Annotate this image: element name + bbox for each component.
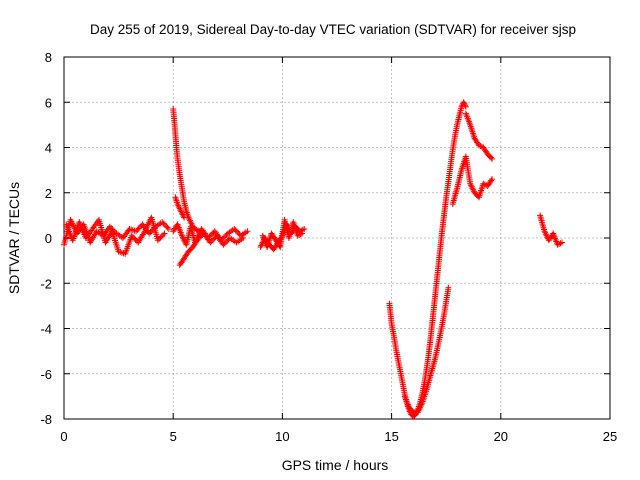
data-point: [240, 235, 247, 241]
data-point: [128, 232, 135, 239]
y-tick-label: 6: [45, 95, 52, 110]
data-point: [159, 219, 166, 226]
data-point-trail: [134, 226, 141, 233]
data-point: [165, 225, 172, 232]
data-point-trail: [223, 239, 230, 246]
y-axis-title: SDTVAR / TECUs: [6, 182, 22, 294]
data-point-trail: [487, 154, 494, 161]
x-tick-label: 5: [170, 429, 177, 444]
data-point: [133, 228, 140, 235]
data-point-trail: [160, 231, 167, 238]
data-point-trail: [130, 234, 137, 241]
data-point-trail: [157, 234, 164, 241]
data-point-trail: [276, 242, 283, 249]
data-point: [207, 239, 214, 246]
data-point-trail: [147, 229, 154, 236]
data-point-trail: [158, 233, 165, 240]
data-point-trail: [195, 235, 202, 242]
data-point-trail: [160, 220, 167, 227]
data-point-trail: [235, 230, 242, 237]
x-axis-title: GPS time / hours: [282, 457, 389, 473]
data-point-trail: [156, 235, 163, 242]
data-points: [61, 99, 565, 420]
data-point-trail: [163, 223, 170, 230]
data-point: [462, 103, 469, 110]
data-point: [301, 225, 308, 232]
y-tick-label: -4: [40, 322, 52, 337]
y-tick-label: -8: [40, 412, 52, 427]
data-point-trail: [233, 228, 240, 235]
x-tick-label: 25: [603, 429, 617, 444]
data-point-trail: [221, 240, 228, 247]
data-point-trail: [207, 232, 214, 239]
x-tick-label: 10: [275, 429, 289, 444]
y-tick-label: 4: [45, 141, 52, 156]
data-point: [154, 237, 161, 244]
data-point: [194, 237, 201, 244]
data-point-trail: [557, 240, 564, 247]
data-point-trail: [224, 237, 231, 244]
data-point: [489, 155, 496, 162]
data-point: [106, 223, 113, 230]
grid: [64, 57, 610, 419]
y-tick-label: 0: [45, 231, 52, 246]
x-tick-label: 20: [494, 429, 508, 444]
data-point-trail: [131, 235, 138, 242]
data-point: [445, 284, 452, 291]
x-tick-label: 0: [60, 429, 67, 444]
data-point-trail: [135, 225, 142, 232]
data-point: [146, 230, 153, 237]
axis-ticks: 0 5 10 15 20 25 -8 -6 -4 -2 0 2 4 6 8: [40, 50, 617, 444]
data-point-trail: [297, 231, 304, 238]
data-point: [489, 176, 496, 183]
data-point-trail: [409, 408, 416, 415]
y-tick-label: 8: [45, 50, 52, 65]
data-point-trail: [220, 234, 227, 241]
y-tick-label: -6: [40, 367, 52, 382]
data-point: [231, 225, 238, 232]
data-point-trail: [132, 236, 139, 243]
data-point-trail: [164, 224, 171, 231]
data-point-trail: [222, 233, 229, 240]
chart-title: Day 255 of 2019, Sidereal Day-to-day VTE…: [90, 22, 576, 37]
data-point-trail: [208, 238, 215, 245]
data-point-trail: [196, 234, 203, 241]
y-tick-label: -2: [40, 276, 52, 291]
data-point: [181, 214, 188, 221]
data-point: [299, 230, 306, 237]
data-point: [161, 230, 168, 237]
x-tick-label: 15: [384, 429, 398, 444]
data-point-trail: [488, 177, 495, 184]
data-point: [558, 239, 565, 246]
data-point-trail: [161, 221, 168, 228]
data-point: [220, 241, 227, 248]
data-point-trail: [209, 236, 216, 243]
data-point-trail: [299, 226, 306, 233]
data-point-trail: [232, 227, 239, 234]
y-tick-label: 2: [45, 186, 52, 201]
data-point: [244, 228, 251, 235]
